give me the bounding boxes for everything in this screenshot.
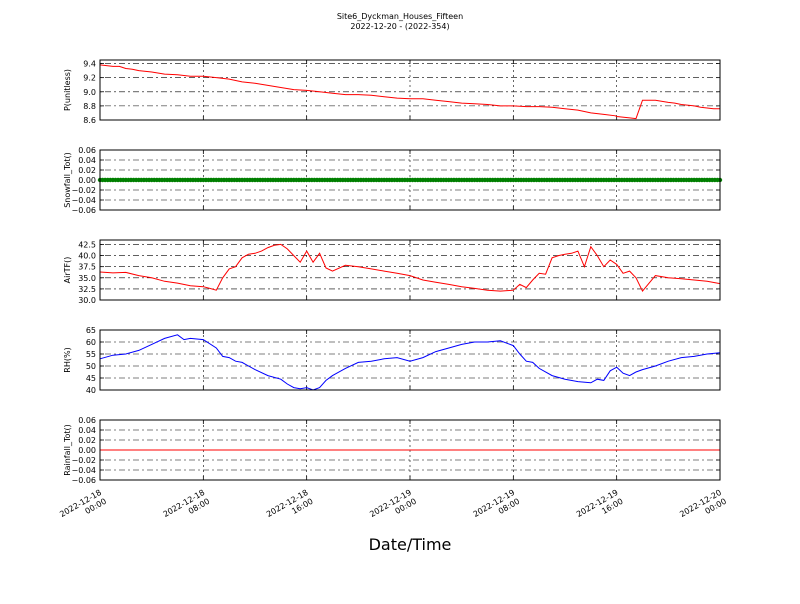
y-tick-label: 0.02 xyxy=(78,436,96,445)
y-axis-label: Snowfall_Tot() xyxy=(63,152,72,208)
series-line xyxy=(99,243,721,293)
x-tick-label: 2022-12-1908:00 xyxy=(472,488,522,528)
series-line xyxy=(99,334,721,391)
y-tick-label: 9.4 xyxy=(83,60,96,69)
y-axis-label: RH(%) xyxy=(63,347,72,372)
y-tick-label: −0.06 xyxy=(71,476,96,485)
y-tick-label: 0.04 xyxy=(78,156,96,165)
y-tick-label: 8.8 xyxy=(83,102,96,111)
series-line xyxy=(99,64,720,120)
y-tick-label: −0.04 xyxy=(71,196,96,205)
y-tick-label: 9.0 xyxy=(83,88,96,97)
y-tick-label: −0.02 xyxy=(71,186,96,195)
y-tick-label: 9.2 xyxy=(83,74,96,83)
y-axis-label: P(unitless) xyxy=(63,69,72,111)
y-tick-label: −0.04 xyxy=(71,466,96,475)
y-tick-label: 0.06 xyxy=(78,146,96,155)
y-tick-label: 40.0 xyxy=(78,252,96,261)
x-tick-label: 2022-12-2000:00 xyxy=(678,488,728,528)
panel-rh: 65 60 55 50 45 40 RH(%) xyxy=(63,326,721,395)
x-tick-label: 2022-12-1800:00 xyxy=(58,488,108,528)
y-tick-label: 65 xyxy=(86,326,96,335)
chart-title: Site6_Dyckman_Houses_Fifteen xyxy=(337,12,463,21)
panel-frame xyxy=(99,149,721,211)
y-tick-label: 42.5 xyxy=(78,240,96,249)
x-tick-label: 2022-12-1916:00 xyxy=(575,488,625,528)
y-tick-label: 30.0 xyxy=(78,296,96,305)
y-axis-label: Rainfall_Tot() xyxy=(63,424,72,476)
x-tick-label: 2022-12-1816:00 xyxy=(265,488,315,528)
y-tick-label: 0.00 xyxy=(78,446,96,455)
y-tick-label: 45 xyxy=(86,374,96,383)
y-tick-label: 60 xyxy=(86,338,96,347)
panel-snowfall: 0.060.040.020.00−0.02−0.04−0.06Snowfall_… xyxy=(63,146,723,215)
x-tick-labels: 2022-12-1800:00 2022-12-1808:00 2022-12-18… xyxy=(58,488,728,528)
y-tick-label: −0.02 xyxy=(71,456,96,465)
y-tick-label: 50 xyxy=(86,362,96,371)
y-tick-label: 0.06 xyxy=(78,416,96,425)
y-tick-label: 40 xyxy=(86,386,96,395)
x-tick-label: 2022-12-1808:00 xyxy=(162,488,212,528)
y-tick-label: 55 xyxy=(86,350,96,359)
x-tick-label: 2022-12-1900:00 xyxy=(368,488,418,528)
x-axis-label: Date/Time xyxy=(369,535,452,554)
y-tick-label: 32.5 xyxy=(78,285,96,294)
panel-airtf: 42.5 40.0 37.5 35.0 32.5 30.0 AirTF() xyxy=(63,239,721,305)
y-tick-label: 0.04 xyxy=(78,426,96,435)
y-tick-label: 0.00 xyxy=(78,176,96,185)
y-tick-label: 0.02 xyxy=(78,166,96,175)
panels-group: 9.49.29.08.88.6P(unitless)0.060.040.020.… xyxy=(63,59,723,485)
y-tick-label: 37.5 xyxy=(78,263,96,272)
y-axis-label: AirTF() xyxy=(63,257,72,284)
panel-pressure: 9.4 9.2 9.0 8.8 8.6 P(unitless) xyxy=(63,59,721,125)
chart-subtitle: 2022-12-20 - (2022-354) xyxy=(350,22,449,31)
y-tick-label: 8.6 xyxy=(83,116,96,125)
panel-frame xyxy=(99,239,721,301)
panel-frame xyxy=(99,329,721,391)
panel-frame xyxy=(99,59,721,121)
panel-frame xyxy=(99,419,721,481)
panel-rainfall: 0.060.040.020.00−0.02−0.04−0.06Rainfall_… xyxy=(63,416,721,485)
y-tick-label: 35.0 xyxy=(78,274,96,283)
y-tick-label: −0.06 xyxy=(71,206,96,215)
